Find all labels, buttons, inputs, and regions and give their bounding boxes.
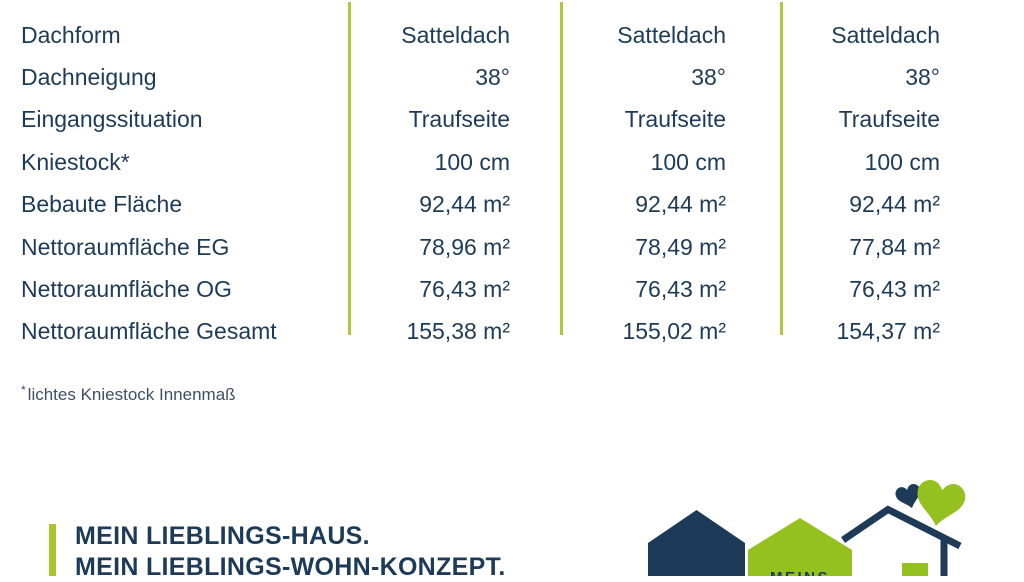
row-value-house3: 76,43 m² (780, 276, 1022, 303)
row-value-house1: 78,96 m² (348, 234, 560, 261)
row-value-house1: 100 cm (348, 149, 560, 176)
row-label: Kniestock* (0, 149, 348, 176)
table-row: Eingangssituation Traufseite Traufseite … (0, 99, 1022, 141)
footnote-text: lichtes Kniestock Innenmaß (28, 385, 236, 404)
row-value-house3: 77,84 m² (780, 234, 1022, 261)
logo-wordmark: MEINS (770, 569, 830, 576)
tagline-accent-bar (49, 524, 56, 576)
table-row: Nettoraumfläche OG 76,43 m² 76,43 m² 76,… (0, 268, 1022, 310)
row-value-house2: 78,49 m² (560, 234, 780, 261)
row-value-house1: Traufseite (348, 106, 560, 133)
table-row: Bebaute Fläche 92,44 m² 92,44 m² 92,44 m… (0, 184, 1022, 226)
row-value-house2: 100 cm (560, 149, 780, 176)
row-value-house2: Traufseite (560, 106, 780, 133)
row-value-house2: 155,02 m² (560, 318, 780, 345)
green-house-icon (748, 518, 852, 576)
footnote-marker: * (21, 383, 26, 397)
row-value-house1: Satteldach (348, 22, 560, 49)
spec-table: Dachform Satteldach Satteldach Satteldac… (0, 14, 1022, 353)
row-value-house2: 76,43 m² (560, 276, 780, 303)
tagline-line1: MEIN LIEBLINGS-HAUS. (75, 521, 506, 552)
footnote: *lichtes Kniestock Innenmaß (21, 383, 236, 405)
row-value-house1: 92,44 m² (348, 191, 560, 218)
table-row: Kniestock* 100 cm 100 cm 100 cm (0, 141, 1022, 183)
green-door-icon (902, 563, 928, 576)
row-value-house2: 92,44 m² (560, 191, 780, 218)
row-value-house1: 76,43 m² (348, 276, 560, 303)
row-value-house3: 38° (780, 64, 1022, 91)
table-row: Dachform Satteldach Satteldach Satteldac… (0, 14, 1022, 56)
row-value-house3: 92,44 m² (780, 191, 1022, 218)
row-value-house3: Satteldach (780, 22, 1022, 49)
row-label: Eingangssituation (0, 106, 348, 133)
row-label: Nettoraumfläche OG (0, 276, 348, 303)
row-value-house2: Satteldach (560, 22, 780, 49)
row-value-house3: 154,37 m² (780, 318, 1022, 345)
row-label: Nettoraumfläche Gesamt (0, 318, 348, 345)
row-label: Dachneigung (0, 64, 348, 91)
table-row: Dachneigung 38° 38° 38° (0, 56, 1022, 98)
tagline: MEIN LIEBLINGS-HAUS. MEIN LIEBLINGS-WOHN… (75, 521, 506, 582)
navy-house-icon (648, 510, 745, 576)
table-row: Nettoraumfläche EG 78,96 m² 78,49 m² 77,… (0, 226, 1022, 268)
row-value-house3: Traufseite (780, 106, 1022, 133)
row-value-house2: 38° (560, 64, 780, 91)
table-row: Nettoraumfläche Gesamt 155,38 m² 155,02 … (0, 311, 1022, 353)
row-value-house1: 38° (348, 64, 560, 91)
brand-logo: MEINS (640, 470, 1024, 576)
row-value-house1: 155,38 m² (348, 318, 560, 345)
row-value-house3: 100 cm (780, 149, 1022, 176)
row-label: Bebaute Fläche (0, 191, 348, 218)
row-label: Nettoraumfläche EG (0, 234, 348, 261)
tagline-line2: MEIN LIEBLINGS-WOHN-KONZEPT. (75, 552, 506, 582)
row-label: Dachform (0, 22, 348, 49)
